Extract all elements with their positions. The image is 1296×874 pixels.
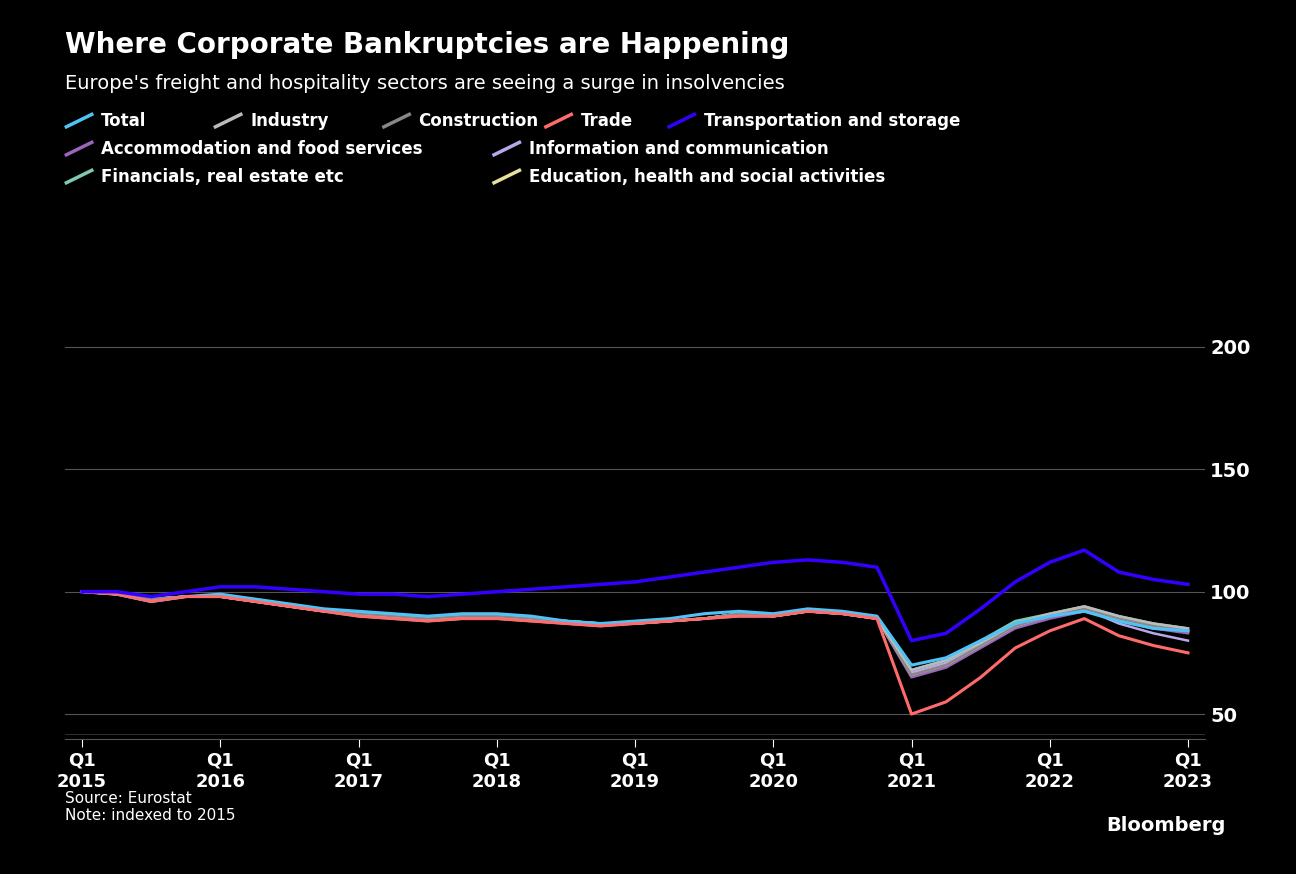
Text: Europe's freight and hospitality sectors are seeing a surge in insolvencies: Europe's freight and hospitality sectors…: [65, 74, 784, 94]
Text: Construction: Construction: [419, 112, 539, 129]
Text: Industry: Industry: [250, 112, 329, 129]
Text: Information and communication: Information and communication: [529, 140, 828, 157]
Text: Transportation and storage: Transportation and storage: [704, 112, 960, 129]
Text: Financials, real estate etc: Financials, real estate etc: [101, 168, 343, 185]
Text: Source: Eurostat
Note: indexed to 2015: Source: Eurostat Note: indexed to 2015: [65, 791, 236, 823]
Text: Education, health and social activities: Education, health and social activities: [529, 168, 885, 185]
Text: Trade: Trade: [581, 112, 632, 129]
Text: Total: Total: [101, 112, 146, 129]
Text: Bloomberg: Bloomberg: [1107, 816, 1226, 835]
Text: Where Corporate Bankruptcies are Happening: Where Corporate Bankruptcies are Happeni…: [65, 31, 789, 59]
Text: Accommodation and food services: Accommodation and food services: [101, 140, 422, 157]
